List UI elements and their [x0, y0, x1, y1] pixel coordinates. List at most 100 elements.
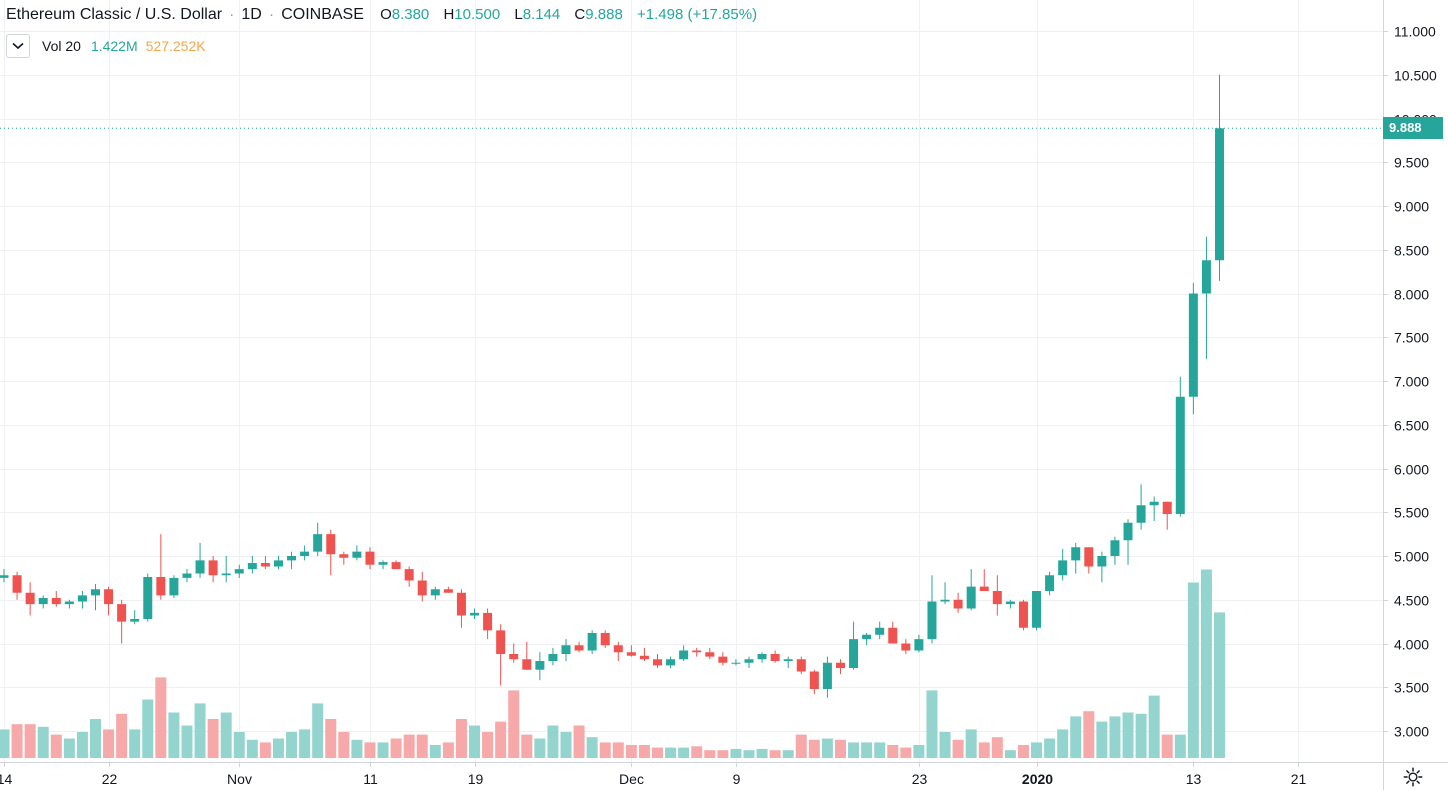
candle-body — [64, 601, 74, 605]
volume-bar — [926, 690, 938, 758]
volume-bar — [1070, 716, 1082, 758]
volume-bar — [63, 738, 75, 758]
candle-body — [339, 554, 349, 558]
candle-body — [417, 580, 427, 596]
volume-bar — [246, 739, 258, 758]
time-axis[interactable]: 14 22 Nov 11 19 Dec 9 23 2020 13 21 — [0, 762, 1306, 787]
close-value: 9.888 — [585, 6, 623, 23]
volume-bar — [625, 745, 637, 758]
candle-body — [1110, 540, 1120, 556]
volume-bar — [1031, 742, 1043, 758]
candle-body — [744, 659, 754, 663]
volume-bar — [1017, 745, 1029, 758]
candle-body — [1149, 501, 1159, 506]
candle-body — [287, 556, 297, 561]
candle-body — [260, 563, 270, 567]
volume-bar — [325, 719, 337, 758]
y-tick-label: 7.500 — [1394, 330, 1429, 346]
gear-icon[interactable] — [1402, 766, 1424, 788]
low-label: L — [514, 6, 523, 23]
volume-indicator-name[interactable]: Vol 20 — [42, 38, 81, 54]
candle-body — [104, 589, 114, 605]
candle-body — [535, 661, 545, 670]
volume-bar — [1122, 712, 1134, 758]
candle-body — [940, 599, 950, 602]
close-label: C — [574, 6, 586, 23]
volume-bar — [220, 712, 232, 758]
candle-body — [509, 654, 519, 660]
volume-bar — [1187, 582, 1199, 758]
candle-body — [326, 534, 336, 555]
volume-bar — [1044, 738, 1056, 758]
x-tick-label: 21 — [1291, 771, 1307, 787]
volume-bar — [795, 734, 807, 758]
open-value: 8.380 — [391, 6, 430, 23]
volume-bar — [769, 750, 781, 758]
candle-body — [456, 592, 466, 616]
volume-bar — [0, 729, 10, 758]
y-tick-label: 6.000 — [1394, 462, 1429, 478]
candle-body — [77, 595, 87, 602]
candle-body — [443, 589, 453, 593]
x-tick-label: 22 — [102, 771, 118, 787]
volume-bar — [1083, 711, 1095, 758]
candle-body — [313, 534, 323, 552]
volume-bar — [1109, 716, 1121, 758]
chart-grid — [0, 0, 1383, 762]
candle-body — [365, 551, 375, 565]
low-value: 8.144 — [522, 6, 561, 23]
candle-body — [705, 652, 715, 657]
volume-bar — [286, 732, 298, 758]
volume-bar — [1214, 612, 1226, 758]
volume-bar — [76, 732, 88, 758]
volume-bar — [808, 739, 820, 758]
volume-ma-value: 527.252K — [145, 38, 206, 54]
candle-body — [679, 650, 689, 660]
candle-body — [692, 650, 702, 653]
volume-bar — [900, 747, 912, 758]
volume-bar — [834, 739, 846, 758]
volume-bar — [442, 742, 454, 758]
candle-body — [352, 551, 362, 558]
y-tick-label: 6.500 — [1394, 418, 1429, 434]
y-tick-label: 11.000 — [1394, 24, 1436, 40]
symbol-name[interactable]: Ethereum Classic / U.S. Dollar — [6, 6, 223, 23]
volume-bar — [495, 721, 507, 758]
candle-body — [496, 630, 506, 654]
candle-body — [273, 560, 283, 567]
volume-bar — [874, 742, 886, 758]
candle-body — [1097, 556, 1107, 567]
price-axis[interactable]: 11.00010.50010.0009.5009.0008.5008.0007.… — [1383, 24, 1437, 740]
volume-value: 1.422M — [90, 38, 138, 54]
volume-legend: Vol 20 1.422M 527.252K — [6, 34, 206, 58]
volume-bar — [1135, 713, 1147, 758]
volume-bar — [586, 737, 598, 758]
y-tick-label: 4.500 — [1394, 593, 1429, 609]
volume-bar — [50, 734, 62, 758]
candle-body — [600, 633, 610, 646]
interval-label[interactable]: 1D — [241, 6, 262, 23]
y-tick-label: 8.500 — [1394, 243, 1429, 259]
volume-bar — [1148, 695, 1160, 758]
volume-bar — [704, 750, 716, 758]
candle-body — [966, 586, 976, 609]
candle-body — [430, 589, 440, 596]
volume-bar — [521, 734, 533, 758]
volume-bar — [991, 737, 1003, 758]
y-tick-label: 3.500 — [1394, 680, 1429, 696]
x-tick-label: 13 — [1186, 771, 1202, 787]
collapse-legend-button[interactable] — [6, 34, 30, 58]
candle-body — [378, 562, 388, 565]
candle-body — [587, 633, 597, 651]
volume-bar — [233, 732, 245, 758]
candle-body — [522, 659, 532, 670]
y-tick-label: 5.000 — [1394, 549, 1429, 565]
candle-body — [117, 604, 127, 622]
y-tick-label: 10.500 — [1394, 68, 1437, 84]
x-tick-label: 23 — [912, 771, 928, 787]
candle-body — [1045, 575, 1055, 591]
candle-body — [1071, 547, 1081, 561]
volume-bar — [717, 750, 729, 758]
volume-bar — [155, 677, 167, 758]
